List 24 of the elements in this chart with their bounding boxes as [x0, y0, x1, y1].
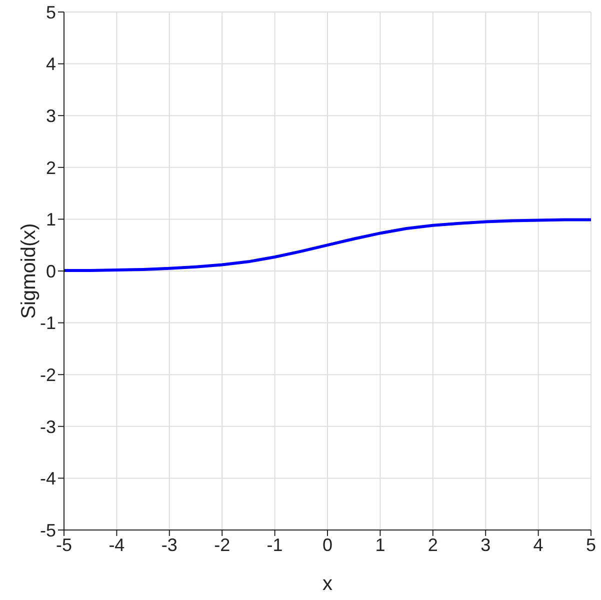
- y-axis-title: Sigmoid(x): [18, 223, 40, 319]
- y-tick-label: -4: [40, 468, 56, 489]
- y-tick-label: -2: [40, 364, 56, 385]
- x-tick-label: 5: [586, 534, 596, 555]
- x-tick-label: 3: [480, 534, 491, 555]
- x-tick-label: -1: [266, 534, 283, 555]
- x-tick-label: 0: [322, 534, 333, 555]
- x-tick-label: 2: [428, 534, 438, 555]
- x-tick-label: -3: [161, 534, 178, 555]
- y-tick-label: -1: [40, 313, 56, 334]
- y-tick-label: 3: [46, 106, 56, 126]
- y-tick-label: 0: [46, 261, 56, 282]
- y-tick-label: 1: [46, 210, 56, 230]
- line-series: [64, 218, 591, 272]
- y-tick-label: 4: [46, 54, 56, 74]
- x-axis-title: x: [322, 573, 332, 595]
- x-tick-label: 4: [533, 534, 544, 555]
- y-tick-label: 2: [46, 158, 56, 178]
- y-tick-label: -3: [40, 416, 56, 437]
- x-tick-label: -4: [108, 534, 125, 555]
- x-tick-label: 1: [375, 534, 386, 555]
- y-tick-label: -5: [40, 520, 56, 540]
- y-tick-label: 5: [46, 2, 56, 22]
- x-tick-label: -2: [214, 534, 230, 555]
